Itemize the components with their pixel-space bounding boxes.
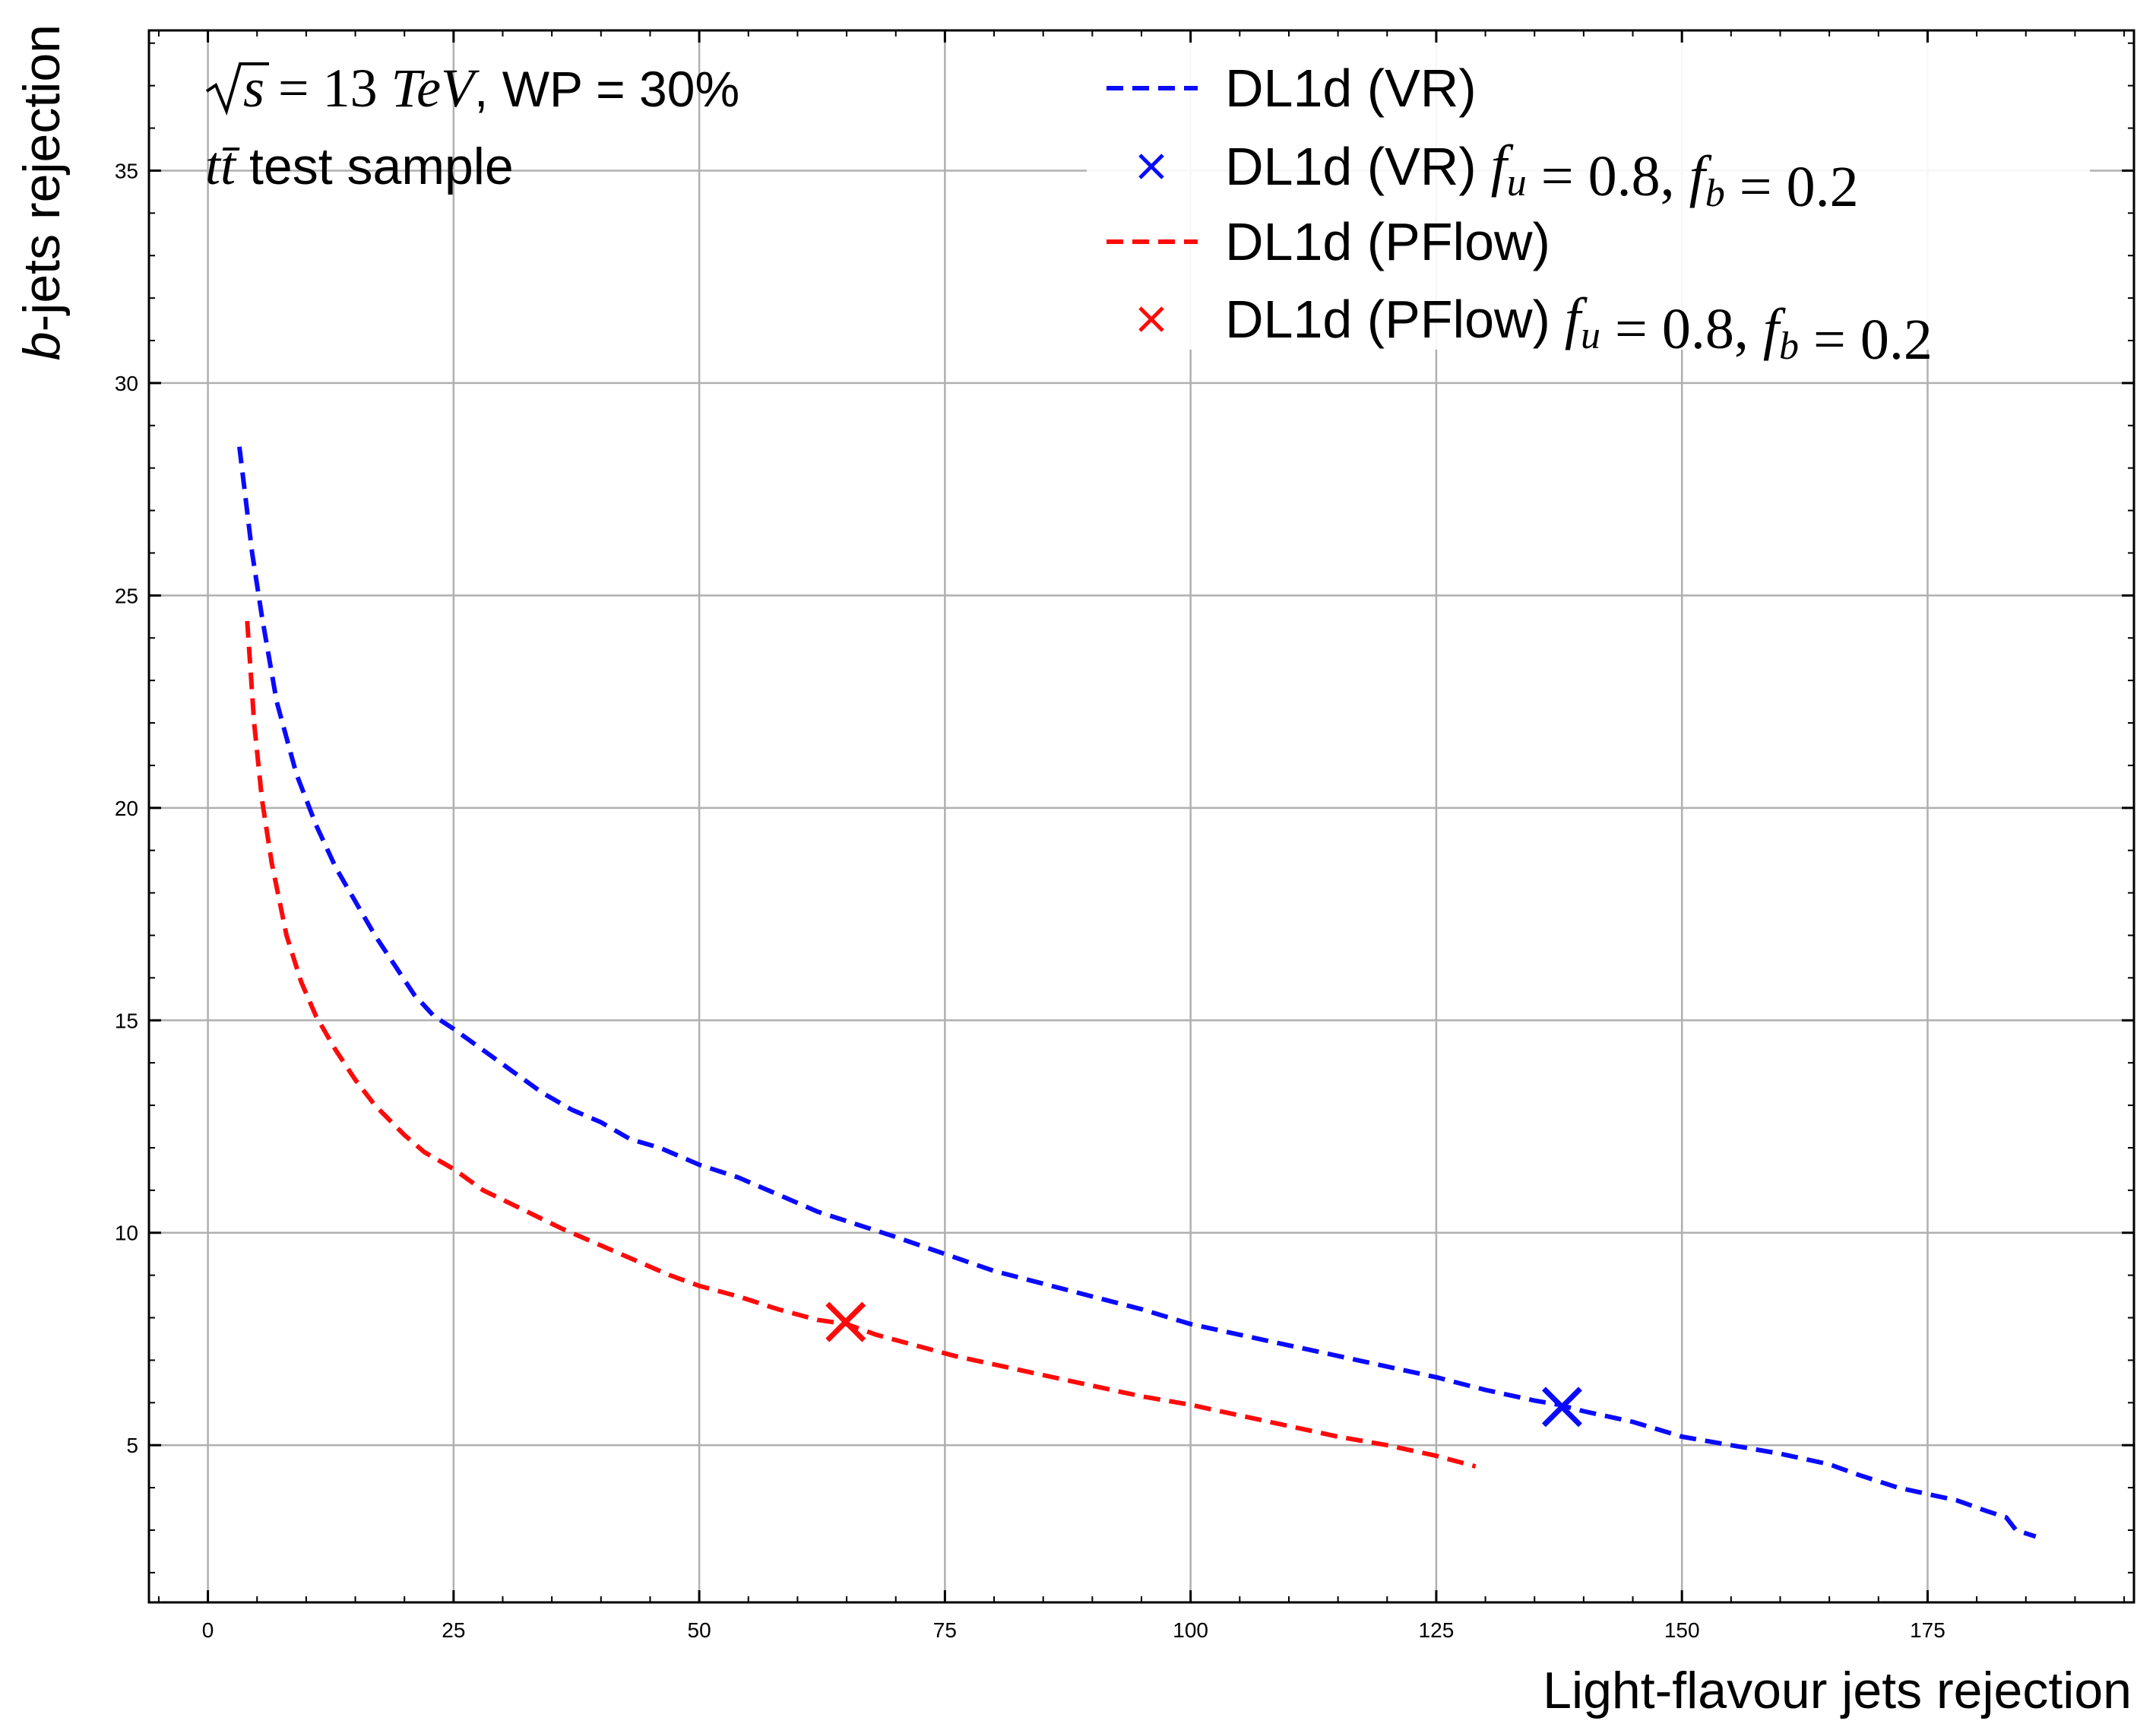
legend-label: DL1d (VR) fu = 0.8, fb = 0.2	[1225, 134, 1859, 219]
annotation-sample-math: tt̄	[205, 135, 249, 196]
y-tick-label: 5	[126, 1434, 138, 1457]
x-tick-label: 75	[933, 1618, 957, 1642]
annotation-energy-value: = 13	[264, 58, 391, 119]
y-tick-label: 25	[115, 584, 138, 607]
legend-marker-swatch	[1138, 154, 1164, 179]
legend-background	[1087, 40, 2090, 350]
wp-marker-stroke	[825, 1301, 866, 1342]
series-line-dl1d-vr	[237, 446, 2037, 1539]
marker-layer	[825, 1301, 1582, 1428]
legend-label: DL1d (VR)	[1225, 59, 1477, 118]
legend-marker-stroke	[1138, 306, 1164, 332]
y-tick-label: 10	[115, 1222, 138, 1245]
legend-math-part: b	[1705, 172, 1725, 215]
sqrt-symbol	[205, 62, 269, 116]
tick-labels: 0 25 50 75 100 125 150 175 5 10 15 20 25 30 35	[115, 159, 1945, 1642]
series-layer	[237, 446, 2037, 1539]
annotation-energy: s = 13 TeV, WP = 30%	[243, 58, 739, 119]
x-tick-label: 25	[442, 1618, 465, 1642]
series-line-dl1d-pflow	[245, 620, 1477, 1469]
x-tick-label: 100	[1173, 1618, 1208, 1642]
y-axis-label-rest: -jets rejection	[13, 24, 71, 331]
annotation-wp: , WP = 30%	[474, 61, 739, 117]
legend-math-part: = 0.8,	[1600, 297, 1763, 361]
x-tick-label: 50	[688, 1618, 711, 1642]
y-axis-label-italic: b	[13, 331, 71, 360]
legend-math-part: = 0.2	[1725, 155, 1859, 219]
annotation-sample-text: test sample	[249, 138, 514, 195]
y-tick-label: 15	[115, 1009, 138, 1032]
annotation: s = 13 TeV, WP = 30% tt̄ test sample	[205, 58, 739, 196]
annotation-sqrt-s: s	[243, 58, 264, 119]
legend-math-part: = 0.8,	[1527, 144, 1689, 208]
legend: DL1d (VR)DL1d (VR) fu = 0.8, fb = 0.2DL1…	[1087, 40, 2090, 372]
legend-label: DL1d (PFlow) fu = 0.8, fb = 0.2	[1225, 287, 1933, 372]
legend-marker-swatch	[1138, 306, 1164, 332]
legend-label-text: DL1d (PFlow)	[1225, 290, 1550, 349]
legend-math-part: = 0.2	[1799, 308, 1933, 372]
legend-math-part: u	[1581, 314, 1600, 357]
x-tick-label: 0	[202, 1618, 214, 1642]
legend-math-part: b	[1779, 325, 1799, 368]
legend-label: DL1d (PFlow)	[1225, 212, 1550, 271]
ticks	[149, 30, 2134, 1602]
x-tick-label: 125	[1419, 1618, 1455, 1642]
legend-marker-stroke	[1138, 154, 1164, 179]
y-tick-label: 20	[115, 797, 138, 820]
x-tick-label: 175	[1910, 1618, 1945, 1642]
annotation-unit: TeV	[391, 58, 480, 119]
y-axis-label: b-jets rejection	[13, 24, 71, 360]
x-tick-label: 150	[1664, 1618, 1700, 1642]
wp-marker-dl1d-pflow	[825, 1301, 866, 1342]
x-axis-label: Light-flavour jets rejection	[1543, 1662, 2132, 1719]
y-tick-label: 35	[115, 159, 138, 182]
y-tick-label: 30	[115, 372, 138, 395]
wp-marker-dl1d-vr	[1541, 1386, 1582, 1428]
annotation-sample: tt̄ test sample	[205, 135, 514, 196]
legend-math-part: u	[1507, 161, 1527, 204]
legend-label-text: DL1d (VR)	[1225, 137, 1477, 196]
legend-label-text: DL1d (VR)	[1225, 59, 1477, 118]
wp-marker-stroke	[1541, 1386, 1582, 1428]
legend-label-text: DL1d (PFlow)	[1225, 212, 1550, 271]
